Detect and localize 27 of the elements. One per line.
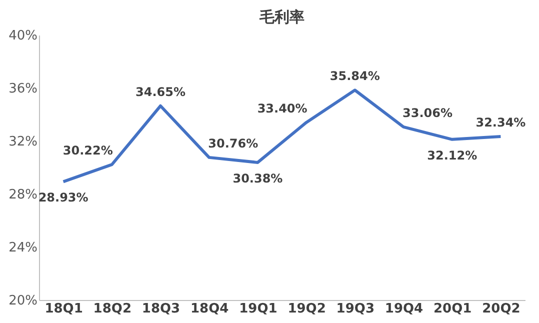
y-tick-label: 20% xyxy=(8,294,38,308)
chart-title: 毛利率 xyxy=(258,8,304,26)
x-tick-label: 20Q2 xyxy=(482,302,520,316)
y-tick-label: 32% xyxy=(8,134,38,150)
x-tick-label: 18Q3 xyxy=(142,302,180,316)
data-label: 32.34% xyxy=(476,115,526,130)
y-tick-label: 40% xyxy=(8,28,38,44)
data-label: 28.93% xyxy=(38,190,88,205)
data-label: 30.38% xyxy=(232,171,283,186)
data-label: 32.12% xyxy=(427,148,478,162)
x-tick-label: 20Q1 xyxy=(434,302,472,316)
x-tick-label: 19Q4 xyxy=(384,302,424,316)
x-tick-label: 18Q4 xyxy=(190,302,229,316)
y-tick-label: 36% xyxy=(8,82,38,96)
x-tick-label: 19Q2 xyxy=(288,302,326,316)
data-label: 30.22% xyxy=(62,144,113,158)
x-tick-label: 18Q1 xyxy=(44,302,83,316)
x-tick-label: 19Q1 xyxy=(239,302,278,316)
y-tick-label: 24% xyxy=(8,240,38,256)
x-tick-label: 18Q2 xyxy=(93,302,132,316)
data-label: 35.84% xyxy=(330,69,380,84)
data-label: 33.06% xyxy=(402,106,452,120)
y-tick-label: 28% xyxy=(8,188,38,202)
x-tick-label: 19Q3 xyxy=(336,302,374,316)
data-label: 30.76% xyxy=(208,136,258,150)
data-label: 33.40% xyxy=(257,101,308,116)
data-label: 34.65% xyxy=(136,84,186,99)
